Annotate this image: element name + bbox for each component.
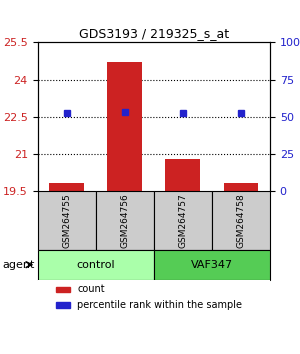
FancyBboxPatch shape xyxy=(96,190,154,250)
Text: VAF347: VAF347 xyxy=(191,260,233,270)
Text: count: count xyxy=(77,285,105,295)
FancyBboxPatch shape xyxy=(154,190,212,250)
Text: control: control xyxy=(76,260,115,270)
FancyBboxPatch shape xyxy=(154,250,270,280)
FancyBboxPatch shape xyxy=(212,190,270,250)
Bar xyxy=(107,62,142,190)
FancyBboxPatch shape xyxy=(38,190,96,250)
Text: agent: agent xyxy=(2,260,34,270)
Text: GSM264757: GSM264757 xyxy=(178,193,187,248)
Text: GSM264758: GSM264758 xyxy=(236,193,245,248)
Bar xyxy=(56,287,70,292)
FancyBboxPatch shape xyxy=(38,250,154,280)
Text: percentile rank within the sample: percentile rank within the sample xyxy=(77,300,242,310)
Bar xyxy=(224,183,258,190)
Bar xyxy=(56,302,70,308)
Text: GSM264756: GSM264756 xyxy=(120,193,129,248)
Bar xyxy=(49,183,84,190)
Bar xyxy=(165,159,200,190)
Title: GDS3193 / 219325_s_at: GDS3193 / 219325_s_at xyxy=(79,27,229,40)
Text: GSM264755: GSM264755 xyxy=(62,193,71,248)
